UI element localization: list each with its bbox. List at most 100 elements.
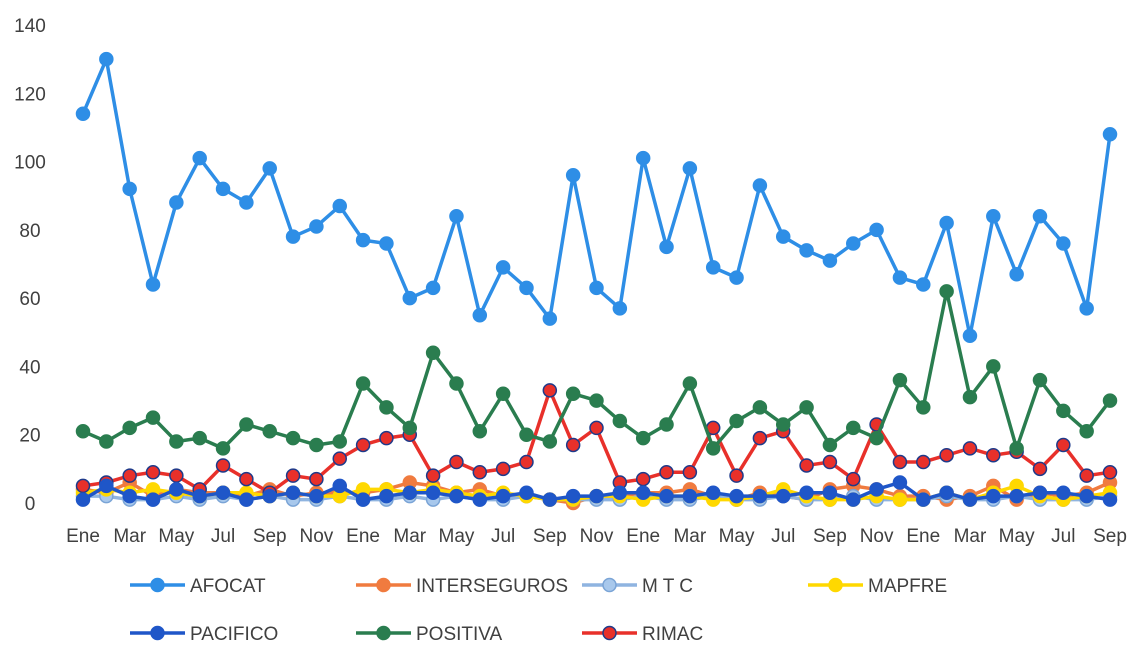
data-point bbox=[846, 492, 861, 507]
data-point bbox=[612, 413, 628, 429]
data-point bbox=[145, 277, 161, 292]
data-point bbox=[75, 424, 91, 439]
series-positiva bbox=[75, 284, 1118, 456]
x-axis: Ene Mar May Jul Sep Nov Ene Mar May Jul Sep Nov Ene M… bbox=[66, 526, 1127, 547]
data-point bbox=[542, 492, 558, 507]
data-point bbox=[799, 458, 814, 473]
y-tick-label: 0 bbox=[25, 494, 36, 515]
data-point bbox=[846, 236, 861, 251]
data-point bbox=[472, 492, 488, 507]
legend-swatch-marker bbox=[150, 577, 165, 593]
data-point bbox=[682, 465, 698, 480]
data-point bbox=[332, 451, 347, 466]
series-rimac bbox=[75, 383, 1118, 501]
data-point bbox=[799, 243, 814, 258]
legend: AFOCAT INTERSEGUROS M T C MAPFRE PACIFICO POS… bbox=[130, 576, 947, 645]
data-point bbox=[355, 232, 371, 248]
legend-item: M T C bbox=[582, 576, 693, 597]
data-point bbox=[635, 430, 651, 446]
data-point bbox=[892, 475, 908, 490]
data-point bbox=[309, 488, 324, 504]
x-tick-label: Jul bbox=[771, 526, 795, 547]
data-point bbox=[519, 454, 534, 470]
data-point bbox=[262, 424, 277, 439]
legend-item: AFOCAT bbox=[130, 576, 266, 597]
data-point bbox=[1032, 485, 1048, 501]
data-point bbox=[449, 454, 464, 470]
data-point bbox=[705, 441, 721, 456]
data-point bbox=[822, 437, 838, 453]
data-point bbox=[565, 386, 581, 401]
data-point bbox=[1032, 208, 1048, 224]
data-point bbox=[986, 359, 1001, 374]
legend-label: PACIFICO bbox=[190, 624, 278, 645]
data-point bbox=[1102, 127, 1118, 142]
legend-label: AFOCAT bbox=[190, 576, 266, 597]
data-point bbox=[729, 488, 744, 504]
data-point bbox=[145, 465, 161, 480]
data-point bbox=[169, 482, 184, 497]
data-point bbox=[425, 345, 441, 361]
x-tick-label: Jul bbox=[491, 526, 515, 547]
data-point bbox=[986, 208, 1001, 224]
plot-area bbox=[75, 51, 1118, 511]
legend-item: RIMAC bbox=[582, 624, 703, 645]
legend-item: MAPFRE bbox=[808, 576, 947, 597]
data-point bbox=[449, 488, 464, 504]
x-tick-label: May bbox=[158, 526, 194, 547]
data-point bbox=[495, 488, 511, 504]
x-tick-label: Nov bbox=[300, 526, 334, 547]
data-point bbox=[705, 485, 721, 501]
x-tick-label: May bbox=[439, 526, 475, 547]
data-point bbox=[752, 400, 768, 415]
data-point bbox=[1056, 236, 1071, 251]
y-tick-label: 20 bbox=[19, 426, 40, 447]
data-point bbox=[659, 239, 674, 255]
data-point bbox=[1032, 372, 1048, 388]
data-point bbox=[1009, 488, 1024, 504]
data-point bbox=[215, 458, 231, 473]
data-point bbox=[822, 485, 838, 501]
data-point bbox=[402, 485, 418, 501]
y-tick-label: 140 bbox=[14, 16, 46, 37]
data-point bbox=[822, 454, 838, 470]
data-point bbox=[659, 465, 674, 480]
data-point bbox=[332, 434, 347, 449]
data-point bbox=[962, 441, 978, 456]
data-point bbox=[99, 51, 114, 67]
x-tick-label: Sep bbox=[253, 526, 287, 547]
data-point bbox=[846, 471, 861, 487]
data-point bbox=[1102, 393, 1118, 408]
legend-label: MAPFRE bbox=[868, 576, 947, 597]
data-point bbox=[822, 253, 838, 268]
legend-label: RIMAC bbox=[642, 624, 703, 645]
data-point bbox=[239, 417, 254, 432]
data-point bbox=[192, 488, 207, 504]
data-point bbox=[122, 468, 137, 483]
y-axis: 0 20 40 60 80 100 120 140 bbox=[14, 16, 46, 515]
data-point bbox=[169, 195, 184, 210]
data-point bbox=[589, 488, 604, 504]
data-point bbox=[799, 400, 814, 415]
data-point bbox=[659, 488, 674, 504]
x-tick-label: Ene bbox=[346, 526, 380, 547]
data-point bbox=[192, 150, 207, 166]
data-point bbox=[799, 485, 814, 501]
data-point bbox=[355, 437, 371, 453]
data-point bbox=[332, 198, 347, 214]
data-point bbox=[542, 311, 558, 326]
data-point bbox=[1009, 266, 1024, 282]
data-point bbox=[285, 430, 301, 446]
data-point bbox=[309, 471, 324, 487]
data-point bbox=[986, 488, 1001, 504]
data-point bbox=[1009, 441, 1024, 456]
data-point bbox=[402, 290, 418, 306]
data-point bbox=[635, 471, 651, 487]
y-tick-label: 80 bbox=[19, 221, 40, 242]
data-point bbox=[379, 430, 394, 446]
data-point bbox=[402, 420, 418, 436]
data-point bbox=[449, 208, 464, 224]
data-point bbox=[682, 488, 698, 504]
data-point bbox=[869, 482, 884, 497]
